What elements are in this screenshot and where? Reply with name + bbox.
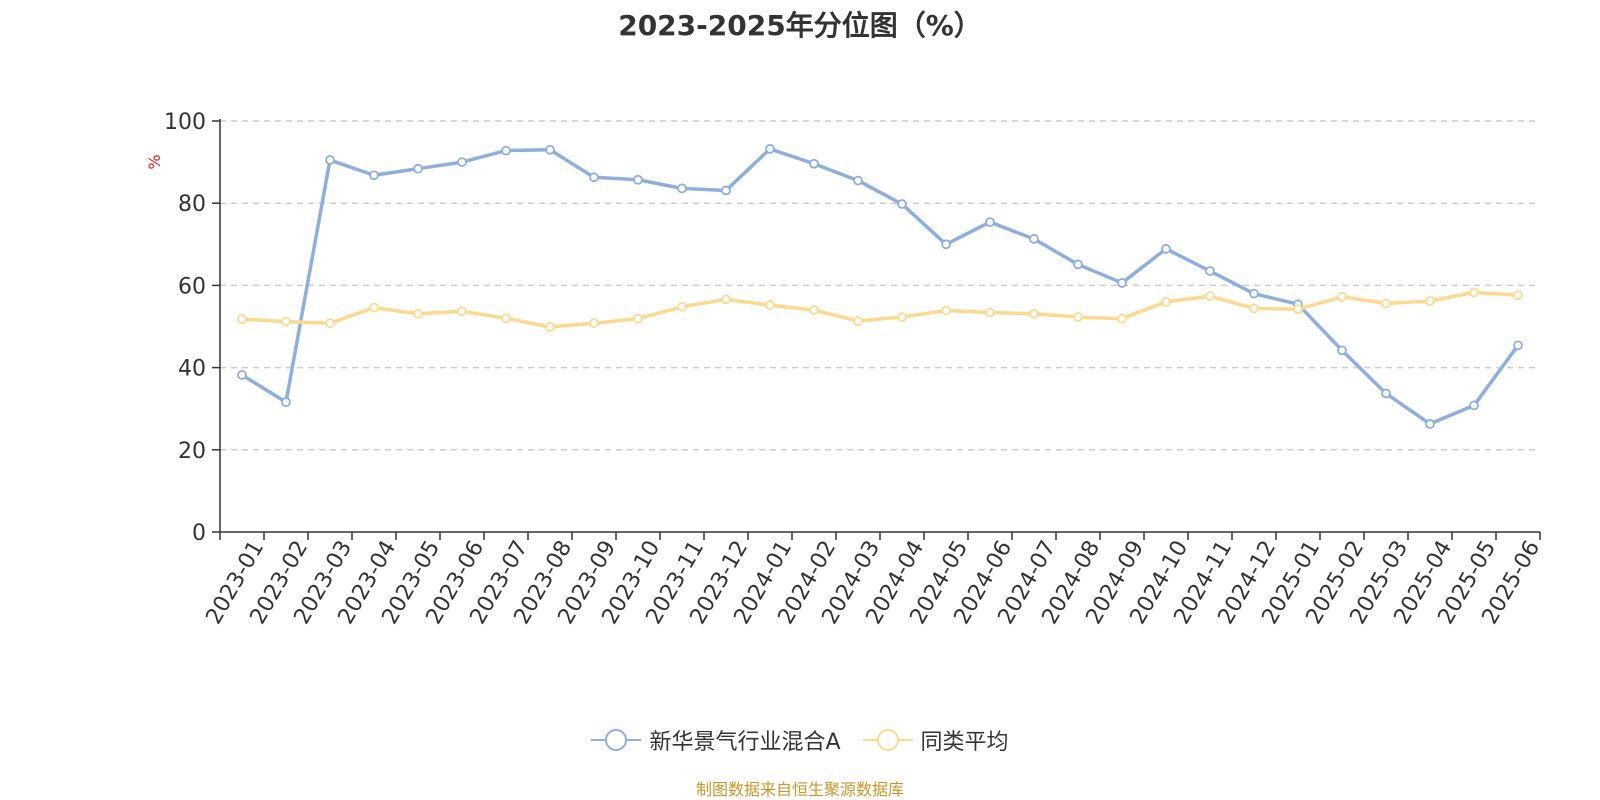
data-point-a [985,217,995,228]
data-point-a [589,172,599,183]
data-point-a [897,199,907,209]
data-point-a [1469,400,1479,411]
data-point-b [1469,287,1479,298]
axis-labels: 0204060801002023-012023-022023-032023-04… [145,110,1545,629]
data-point-a [281,397,291,408]
data-point-a [853,175,863,186]
data-point-b [1425,296,1435,306]
legend-item-series-a[interactable]: 新华景气行业混合A [591,724,841,756]
y-tick-label: 20 [178,439,206,464]
data-point-b [413,308,423,319]
data-point-b [501,313,511,324]
y-tick-label: 40 [178,357,206,382]
data-point-a [1249,288,1259,299]
data-point-b [1337,292,1347,302]
data-point-b [325,318,335,329]
grid-lines [220,120,1540,451]
data-point-b [1381,298,1391,309]
data-point-a [1073,259,1083,270]
legend-item-series-b[interactable]: 同类平均 [862,724,1009,756]
y-tick-label: 100 [164,110,206,135]
data-point-b [677,301,687,312]
y-tick-label: 60 [178,274,206,299]
data-point-a [677,183,687,194]
data-point-a [325,155,335,165]
data-point-b [1117,313,1127,324]
data-point-b [633,313,643,324]
data-point-b [457,306,467,317]
data-point-a [633,174,643,185]
data-point-a [809,158,819,169]
data-point-b [765,300,775,311]
legend: 新华景气行业混合A 同类平均 [0,720,1600,760]
data-point-a [237,370,247,380]
chart-title: 2023-2025年分位图（%） [618,9,982,42]
series-line-a [241,147,1520,426]
data-point-b [985,307,995,318]
data-point-b [941,305,951,316]
data-point-a [369,170,379,181]
data-point-a [1381,388,1391,399]
data-point-a [1205,266,1215,276]
data-point-b [237,314,247,325]
data-point-a [457,157,467,168]
legend-marker-icon [862,729,913,751]
y-tick-label: 0 [192,521,206,546]
data-point-a [501,145,511,156]
data-point-a [1337,345,1347,356]
series-lines [237,144,1523,429]
data-point-b [1161,296,1171,307]
data-point-a [545,144,555,155]
series-line-b [241,290,1519,329]
source-note: 制图数据来自恒生聚源数据库 [695,780,904,799]
data-point-b [809,305,819,315]
data-point-a [941,239,951,250]
y-tick-label: 80 [178,192,206,217]
data-point-a [1161,243,1171,254]
data-point-a [1425,419,1435,429]
legend-label-series-b: 同类平均 [920,730,1009,755]
data-point-a [1029,234,1039,244]
data-point-b [1249,303,1259,314]
data-point-a [721,185,731,196]
data-point-a [413,163,423,174]
legend-label-series-a: 新华景气行业混合A [649,730,841,755]
legend-marker-icon [591,729,642,751]
data-point-b [545,322,555,332]
data-point-b [1029,308,1039,319]
data-point-b [853,316,863,327]
data-point-b [281,316,291,327]
data-point-a [765,144,775,154]
data-point-a [1513,340,1523,351]
data-point-b [1513,290,1523,301]
data-point-b [1073,312,1083,322]
data-point-b [369,302,379,313]
data-point-b [1205,291,1215,301]
data-point-a [1117,278,1127,288]
data-point-b [721,294,731,305]
data-point-b [897,312,907,322]
y-axis-label: % [145,154,164,169]
axes [212,119,1541,540]
data-point-b [589,318,599,329]
data-point-b [1293,304,1303,315]
